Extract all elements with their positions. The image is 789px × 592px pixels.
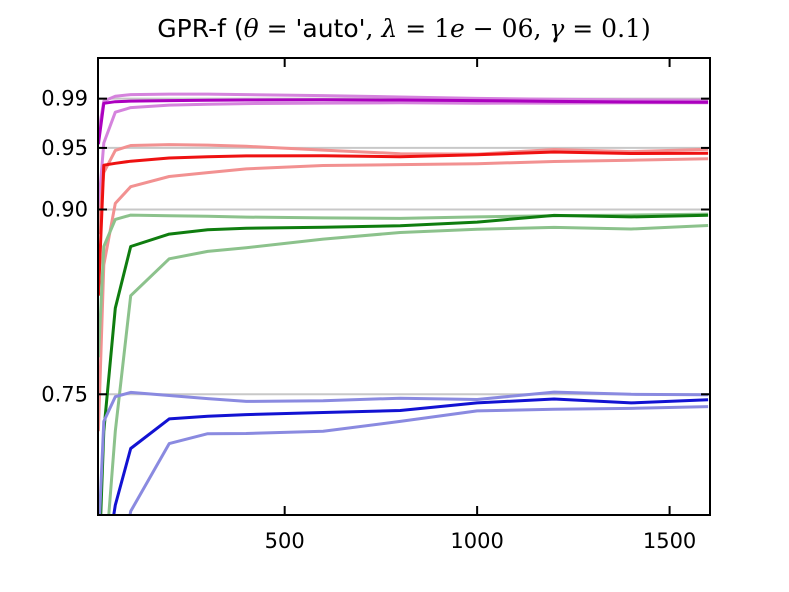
y-tick-label-0.95: 0.95 <box>41 136 88 160</box>
chart-title: GPR-f (θ = 'auto', λ = 1e − 06, γ = 0.1) <box>98 14 710 43</box>
chart-title-part: = 1 <box>397 14 451 43</box>
series-magenta-upper-bound <box>98 92 709 134</box>
chart-title-part: γ <box>549 14 565 43</box>
chart-title-part: 'auto' <box>295 14 366 43</box>
chart-title-part: GPR-f ( <box>157 14 244 43</box>
series-green-lower-bound <box>107 224 709 515</box>
chart-title-part: = <box>258 14 296 43</box>
series-blue-lower-bound <box>128 405 709 515</box>
x-tick-label-500: 500 <box>265 529 305 553</box>
chart-title-part: , <box>365 14 382 43</box>
axes-spines <box>97 57 711 516</box>
series-red-lower-bound <box>98 157 709 432</box>
y-tick-label-0.9: 0.90 <box>41 198 88 222</box>
x-tick-label-1500: 1500 <box>643 529 696 553</box>
series-green-center <box>99 213 709 515</box>
series-magenta-center <box>98 98 709 145</box>
series-blue-center <box>112 397 709 515</box>
y-tick-label-0.75: 0.75 <box>41 382 88 406</box>
chart-title-part: θ <box>243 14 259 43</box>
chart-title-part: e <box>450 14 465 43</box>
series-green-upper-bound <box>98 212 709 358</box>
y-tick-label-0.99: 0.99 <box>41 87 88 111</box>
x-tick-label-1000: 1000 <box>450 529 503 553</box>
chart-title-part: = 0.1) <box>564 14 651 43</box>
series-blue-upper-bound <box>98 390 709 515</box>
chart-title-part: − 06, <box>464 14 550 43</box>
series-red-center <box>98 150 709 296</box>
series-red-upper-bound <box>98 143 709 235</box>
chart-title-part: λ <box>381 14 398 43</box>
series-magenta-lower-bound <box>98 101 709 210</box>
